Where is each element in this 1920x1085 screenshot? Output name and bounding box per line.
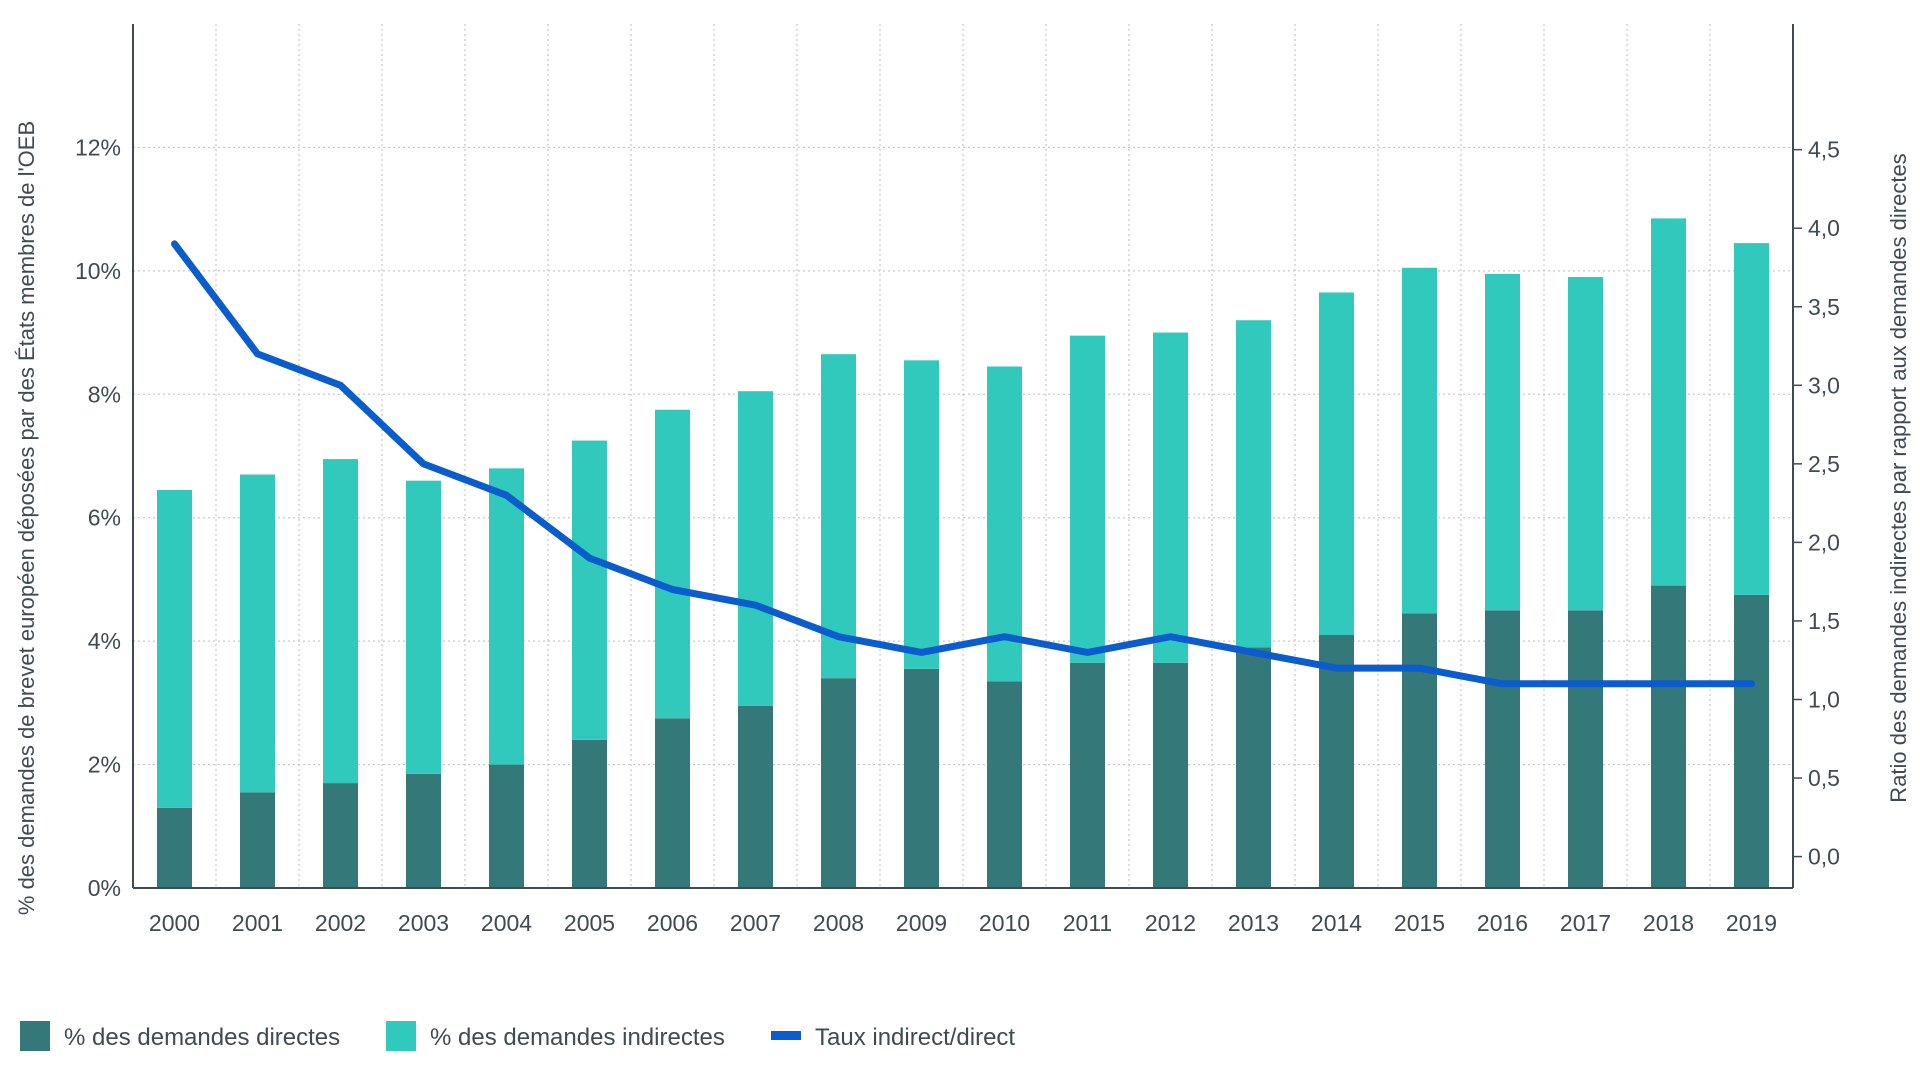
y-tick-label: 0% — [88, 875, 121, 901]
bar-direct-2008 — [821, 678, 856, 888]
y2-tick-label: 1,5 — [1808, 608, 1840, 634]
y-tick-label: 6% — [88, 505, 121, 531]
bar-direct-2017 — [1568, 610, 1603, 888]
bar-indirect-2001 — [240, 475, 275, 793]
y-tick-label: 2% — [88, 752, 121, 778]
bar-indirect-2009 — [904, 360, 939, 669]
bar-indirect-2018 — [1651, 218, 1686, 585]
bar-direct-2019 — [1734, 595, 1769, 888]
bar-indirect-2004 — [489, 468, 524, 764]
legend-swatch-indirect — [386, 1021, 416, 1051]
y-axis-title: % des demandes de brevet européen déposé… — [14, 121, 39, 915]
x-tick-label: 2001 — [232, 910, 283, 936]
x-tick-label: 2019 — [1726, 910, 1777, 936]
legend-label-direct: % des demandes directes — [64, 1024, 340, 1051]
x-tick-label: 2018 — [1643, 910, 1694, 936]
x-tick-label: 2013 — [1228, 910, 1279, 936]
bar-direct-2009 — [904, 669, 939, 888]
bar-direct-2006 — [655, 718, 690, 888]
bar-indirect-2015 — [1402, 268, 1437, 614]
bar-direct-2003 — [406, 774, 441, 888]
x-tick-label: 2007 — [730, 910, 781, 936]
legend: % des demandes directes % des demandes i… — [20, 1021, 1015, 1051]
x-tick-label: 2012 — [1145, 910, 1196, 936]
x-tick-label: 2011 — [1063, 910, 1112, 936]
legend-swatch-direct — [20, 1021, 50, 1051]
bar-direct-2002 — [323, 783, 358, 888]
x-tick-label: 2002 — [315, 910, 366, 936]
bar-direct-2001 — [240, 792, 275, 888]
bar-direct-2014 — [1319, 635, 1354, 888]
bar-indirect-2011 — [1070, 336, 1105, 663]
bar-direct-2004 — [489, 765, 524, 888]
y2-axis-title: Ratio des demandes indirectes par rappor… — [1886, 153, 1911, 802]
bar-direct-2007 — [738, 706, 773, 888]
y2-tick-label: 4,0 — [1808, 215, 1840, 241]
bar-indirect-2006 — [655, 410, 690, 719]
y-tick-label: 4% — [88, 628, 121, 654]
y2-tick-label: 1,0 — [1808, 686, 1840, 712]
y-tick-label: 12% — [75, 134, 121, 160]
bar-direct-2012 — [1153, 663, 1188, 888]
y2-tick-label: 0,0 — [1808, 844, 1840, 870]
x-tick-label: 2016 — [1477, 910, 1528, 936]
x-tick-label: 2009 — [896, 910, 947, 936]
y2-tick-label: 3,0 — [1808, 372, 1840, 398]
bar-indirect-2000 — [157, 490, 192, 808]
x-tick-label: 2005 — [564, 910, 615, 936]
bar-indirect-2007 — [738, 391, 773, 706]
y-tick-label: 10% — [75, 258, 121, 284]
x-tick-label: 2014 — [1311, 910, 1362, 936]
bar-indirect-2017 — [1568, 277, 1603, 610]
bar-direct-2018 — [1651, 586, 1686, 888]
bar-indirect-2003 — [406, 481, 441, 774]
legend-swatch-ratio — [771, 1031, 801, 1040]
bar-indirect-2019 — [1734, 243, 1769, 595]
bar-direct-2000 — [157, 808, 192, 888]
bar-direct-2013 — [1236, 647, 1271, 888]
bar-direct-2005 — [572, 740, 607, 888]
bar-direct-2015 — [1402, 613, 1437, 888]
bar-indirect-2014 — [1319, 292, 1354, 635]
x-tick-label: 2017 — [1560, 910, 1611, 936]
legend-label-indirect: % des demandes indirectes — [430, 1024, 725, 1051]
x-tick-label: 2008 — [813, 910, 864, 936]
x-tick-label: 2015 — [1394, 910, 1445, 936]
y2-tick-label: 0,5 — [1808, 765, 1840, 791]
y2-tick-label: 2,0 — [1808, 529, 1840, 555]
bar-indirect-2012 — [1153, 333, 1188, 663]
axes — [133, 24, 1802, 888]
y2-tick-label: 4,5 — [1808, 137, 1840, 163]
x-tick-label: 2010 — [979, 910, 1030, 936]
bar-direct-2016 — [1485, 610, 1520, 888]
x-tick-label: 2000 — [149, 910, 200, 936]
gridlines — [133, 24, 1793, 888]
y2-tick-label: 3,5 — [1808, 294, 1840, 320]
bars — [157, 218, 1769, 888]
y-tick-label: 8% — [88, 381, 121, 407]
y2-tick-label: 2,5 — [1808, 451, 1840, 477]
bar-direct-2010 — [987, 681, 1022, 888]
bar-direct-2011 — [1070, 663, 1105, 888]
bar-indirect-2016 — [1485, 274, 1520, 610]
x-tick-label: 2006 — [647, 910, 698, 936]
bar-indirect-2013 — [1236, 320, 1271, 647]
bar-indirect-2002 — [323, 459, 358, 783]
legend-label-ratio: Taux indirect/direct — [815, 1024, 1015, 1051]
x-tick-label: 2003 — [398, 910, 449, 936]
x-tick-label: 2004 — [481, 910, 532, 936]
bar-indirect-2005 — [572, 441, 607, 740]
